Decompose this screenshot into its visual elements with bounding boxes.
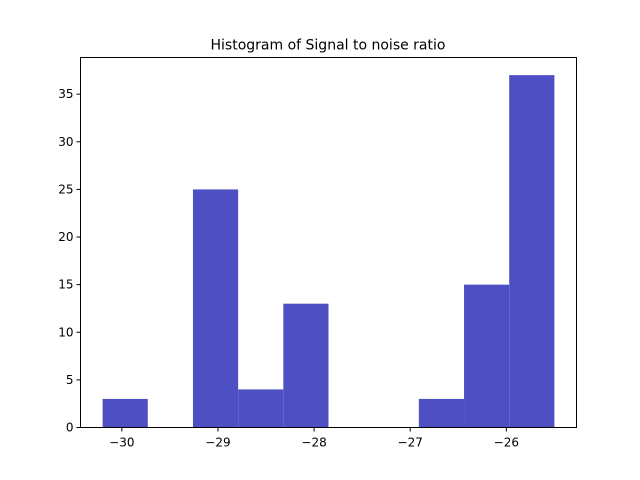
y-tick-label: 15: [58, 278, 73, 292]
x-tick-label: −26: [494, 436, 519, 450]
y-axis-ticks: 0 5 10 15 20 25 30 35: [58, 87, 81, 435]
histogram-bar-0: [102, 398, 148, 428]
histogram-bar-7: [418, 398, 465, 428]
y-tick-label: 30: [58, 135, 73, 149]
x-tick-label: −27: [398, 436, 423, 450]
histogram-bar-2: [192, 189, 239, 428]
x-tick-label: −29: [205, 436, 230, 450]
y-tick-label: 25: [58, 182, 73, 196]
y-tick-label: 10: [58, 325, 73, 339]
y-tick-label: 5: [66, 373, 74, 387]
histogram-bar-8: [464, 284, 510, 428]
histogram-bar-4: [283, 303, 329, 428]
y-tick-label: 35: [58, 87, 73, 101]
plot-frame: [80, 57, 577, 428]
x-axis-ticks: −30 −29 −28 −27 −26: [109, 427, 519, 450]
histogram-bar-3: [238, 389, 284, 428]
y-tick-label: 20: [58, 230, 73, 244]
x-tick-label: −30: [109, 436, 134, 450]
chart-title: Histogram of Signal to noise ratio: [211, 38, 446, 54]
x-tick-label: −28: [301, 436, 326, 450]
histogram-bar-9: [509, 75, 555, 428]
y-tick-label: 0: [66, 421, 74, 435]
bars-group: [102, 75, 555, 428]
